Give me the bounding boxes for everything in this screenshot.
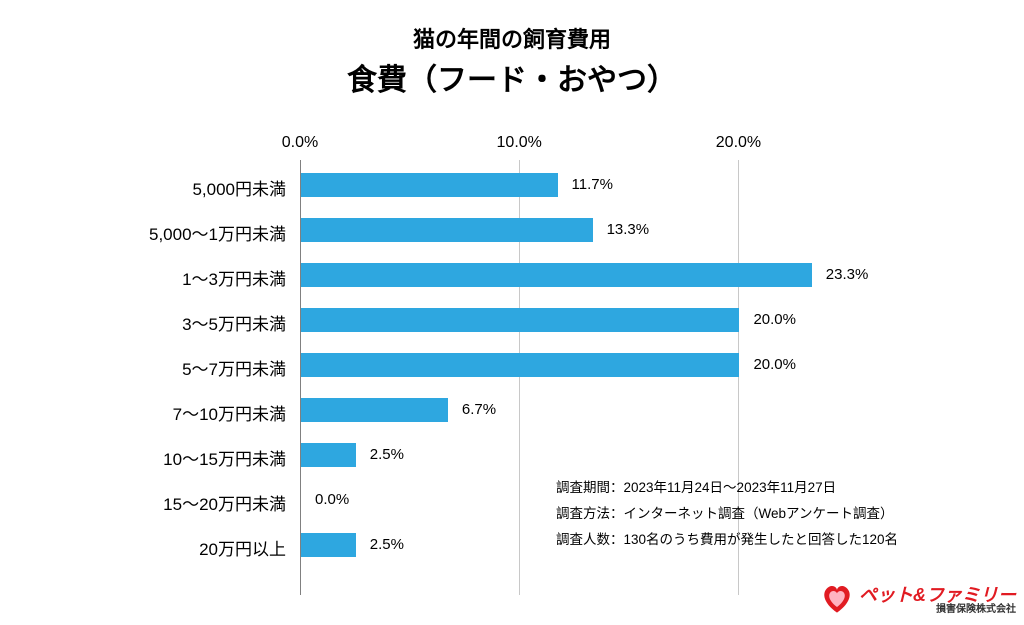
survey-meta-line: 調査期間：2023年11月24日〜2023年11月27日: [556, 476, 836, 496]
bar: [301, 353, 739, 377]
value-label: 6.7%: [462, 401, 496, 418]
category-label: 5,000円未満: [0, 175, 286, 200]
bar: [301, 443, 356, 467]
category-label: 5,000〜1万円未満: [0, 220, 286, 245]
brand-logo: ペット&ファミリー 損害保険株式会社: [819, 580, 1016, 621]
value-label: 0.0%: [315, 491, 349, 508]
category-label: 7〜10万円未満: [0, 400, 286, 425]
value-label: 13.3%: [607, 221, 650, 238]
brand-logo-sub: 損害保険株式会社: [859, 605, 1016, 616]
heart-icon: [819, 580, 855, 621]
value-label: 2.5%: [370, 446, 404, 463]
survey-meta-line: 調査人数：130名のうち費用が発生したと回答した120名: [556, 528, 898, 548]
value-label: 23.3%: [826, 266, 869, 283]
brand-logo-main: ペット&ファミリー: [859, 586, 1016, 605]
category-label: 1〜3万円未満: [0, 265, 286, 290]
bar: [301, 308, 739, 332]
bar: [301, 263, 812, 287]
x-axis-tick-label: 10.0%: [489, 134, 549, 152]
chart-page: { "titles": { "supertitle": "猫の年間の飼育費用",…: [0, 0, 1024, 625]
bar: [301, 533, 356, 557]
category-label: 5〜7万円未満: [0, 355, 286, 380]
value-label: 20.0%: [753, 311, 796, 328]
bar: [301, 398, 448, 422]
value-label: 20.0%: [753, 356, 796, 373]
x-axis-tick-label: 0.0%: [270, 134, 330, 152]
value-label: 11.7%: [572, 176, 613, 193]
survey-meta-line: 調査方法：インターネット調査（Webアンケート調査）: [556, 502, 893, 522]
brand-logo-text: ペット&ファミリー 損害保険株式会社: [859, 586, 1016, 615]
category-label: 10〜15万円未満: [0, 445, 286, 470]
category-label: 3〜5万円未満: [0, 310, 286, 335]
value-label: 2.5%: [370, 536, 404, 553]
x-axis-tick-label: 20.0%: [708, 134, 768, 152]
category-label: 15〜20万円未満: [0, 490, 286, 515]
category-label: 20万円以上: [0, 535, 286, 560]
bar: [301, 173, 558, 197]
bar: [301, 218, 593, 242]
